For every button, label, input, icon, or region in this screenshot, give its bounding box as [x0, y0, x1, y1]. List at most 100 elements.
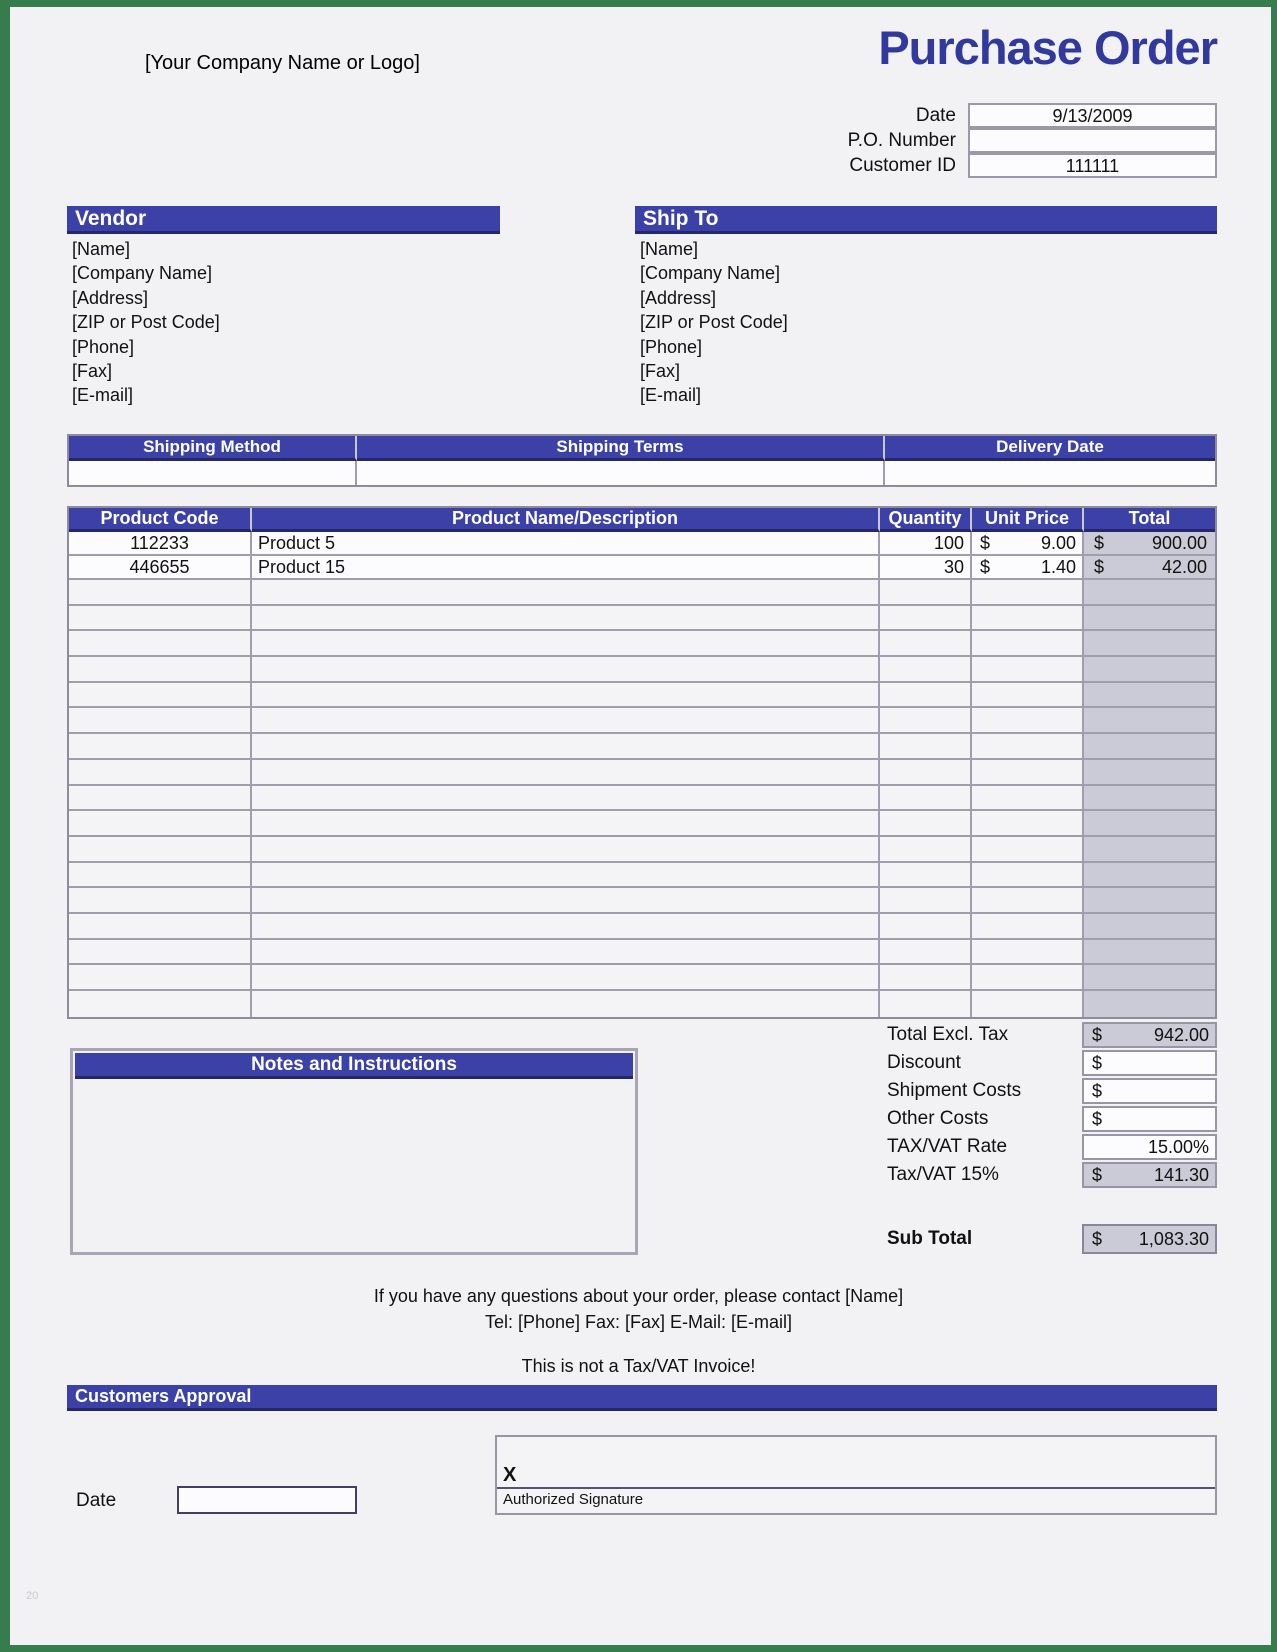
item-name-cell[interactable] — [252, 785, 880, 810]
item-code-cell[interactable]: 446655 — [69, 556, 252, 578]
ship-to-company[interactable]: [Company Name] — [640, 263, 781, 284]
item-unit-price-cell[interactable] — [972, 580, 1084, 604]
item-qty-cell[interactable] — [880, 811, 972, 835]
item-name-cell[interactable] — [252, 682, 880, 707]
approval-date-field[interactable] — [177, 1486, 357, 1514]
vendor-zip[interactable]: [ZIP or Post Code] — [72, 312, 220, 333]
item-name-cell[interactable] — [252, 734, 880, 758]
item-unit-price-cell[interactable] — [972, 759, 1084, 784]
item-qty-cell[interactable] — [880, 888, 972, 912]
item-name-cell[interactable] — [252, 939, 880, 964]
item-qty-cell[interactable]: 30 — [880, 556, 972, 578]
tax-vat-rate-box[interactable]: 15.00% — [1082, 1134, 1217, 1160]
vendor-name[interactable]: [Name] — [72, 239, 131, 259]
item-unit-price-cell[interactable] — [972, 631, 1084, 656]
shipment-costs-box[interactable]: $ — [1082, 1078, 1217, 1104]
item-code-cell[interactable] — [69, 708, 252, 733]
item-unit-price-cell[interactable] — [972, 708, 1084, 733]
item-name-cell[interactable] — [252, 991, 880, 1017]
item-code-cell[interactable] — [69, 580, 252, 604]
item-name-cell[interactable] — [252, 862, 880, 887]
item-unit-price-cell[interactable] — [972, 811, 1084, 835]
company-name-placeholder[interactable]: [Your Company Name or Logo] — [145, 52, 420, 74]
item-code-cell[interactable] — [69, 682, 252, 707]
item-unit-price-cell[interactable] — [972, 888, 1084, 912]
item-name-cell[interactable] — [252, 759, 880, 784]
item-name-cell[interactable] — [252, 811, 880, 835]
item-qty-cell[interactable] — [880, 965, 972, 989]
notes-body[interactable] — [73, 1081, 635, 1251]
item-code-cell[interactable] — [69, 888, 252, 912]
item-qty-cell[interactable]: 100 — [880, 532, 972, 554]
item-qty-cell[interactable] — [880, 605, 972, 630]
item-unit-price-cell[interactable] — [972, 605, 1084, 630]
item-qty-cell[interactable] — [880, 734, 972, 758]
item-qty-cell[interactable] — [880, 631, 972, 656]
item-unit-price-cell[interactable] — [972, 939, 1084, 964]
item-name-cell[interactable] — [252, 605, 880, 630]
item-code-cell[interactable] — [69, 862, 252, 887]
vendor-fax[interactable]: [Fax] — [72, 360, 113, 381]
signature-box[interactable]: X Authorized Signature — [495, 1435, 1217, 1515]
discount-box[interactable]: $ — [1082, 1050, 1217, 1076]
item-code-cell[interactable] — [69, 965, 252, 989]
item-code-cell[interactable]: 112233 — [69, 532, 252, 554]
signature-line[interactable]: X — [497, 1437, 1215, 1489]
item-code-cell[interactable] — [69, 991, 252, 1017]
vendor-phone[interactable]: [Phone] — [72, 336, 135, 357]
item-code-cell[interactable] — [69, 811, 252, 835]
item-qty-cell[interactable] — [880, 939, 972, 964]
item-qty-cell[interactable] — [880, 991, 972, 1017]
delivery-date-cell[interactable] — [885, 461, 1215, 485]
item-unit-price-cell[interactable] — [972, 965, 1084, 989]
item-code-cell[interactable] — [69, 939, 252, 964]
item-unit-price-cell[interactable] — [972, 913, 1084, 938]
date-field[interactable]: 9/13/2009 — [968, 103, 1217, 128]
item-qty-cell[interactable] — [880, 785, 972, 810]
item-qty-cell[interactable] — [880, 580, 972, 604]
item-qty-cell[interactable] — [880, 759, 972, 784]
item-code-cell[interactable] — [69, 785, 252, 810]
item-unit-price-cell[interactable]: $ 1.40 — [972, 556, 1084, 578]
item-name-cell[interactable] — [252, 836, 880, 861]
item-name-cell[interactable]: Product 5 — [252, 532, 880, 554]
item-qty-cell[interactable] — [880, 836, 972, 861]
item-name-cell[interactable] — [252, 708, 880, 733]
shipping-method-cell[interactable] — [69, 461, 357, 485]
other-costs-box[interactable]: $ — [1082, 1106, 1217, 1132]
item-name-cell[interactable] — [252, 913, 880, 938]
item-qty-cell[interactable] — [880, 708, 972, 733]
item-unit-price-cell[interactable] — [972, 862, 1084, 887]
item-code-cell[interactable] — [69, 734, 252, 758]
customer-id-field[interactable]: 111111 — [968, 153, 1217, 178]
item-name-cell[interactable] — [252, 580, 880, 604]
ship-to-phone[interactable]: [Phone] — [640, 336, 703, 357]
ship-to-name[interactable]: [Name] — [640, 239, 699, 259]
ship-to-email[interactable]: [E-mail] — [640, 385, 702, 406]
item-qty-cell[interactable] — [880, 862, 972, 887]
item-qty-cell[interactable] — [880, 913, 972, 938]
item-name-cell[interactable]: Product 15 — [252, 556, 880, 578]
ship-to-address[interactable]: [Address] — [640, 287, 717, 308]
item-qty-cell[interactable] — [880, 682, 972, 707]
item-unit-price-cell[interactable] — [972, 836, 1084, 861]
item-unit-price-cell[interactable]: $ 9.00 — [972, 532, 1084, 554]
item-unit-price-cell[interactable] — [972, 785, 1084, 810]
vendor-email[interactable]: [E-mail] — [72, 385, 134, 406]
ship-to-zip[interactable]: [ZIP or Post Code] — [640, 312, 788, 333]
vendor-company[interactable]: [Company Name] — [72, 263, 213, 284]
vendor-address[interactable]: [Address] — [72, 287, 149, 308]
item-code-cell[interactable] — [69, 913, 252, 938]
ship-to-fax[interactable]: [Fax] — [640, 360, 681, 381]
item-name-cell[interactable] — [252, 888, 880, 912]
item-unit-price-cell[interactable] — [972, 991, 1084, 1017]
item-code-cell[interactable] — [69, 605, 252, 630]
item-name-cell[interactable] — [252, 965, 880, 989]
item-unit-price-cell[interactable] — [972, 657, 1084, 681]
item-code-cell[interactable] — [69, 657, 252, 681]
item-name-cell[interactable] — [252, 631, 880, 656]
item-code-cell[interactable] — [69, 836, 252, 861]
item-qty-cell[interactable] — [880, 657, 972, 681]
shipping-terms-cell[interactable] — [357, 461, 885, 485]
item-unit-price-cell[interactable] — [972, 682, 1084, 707]
